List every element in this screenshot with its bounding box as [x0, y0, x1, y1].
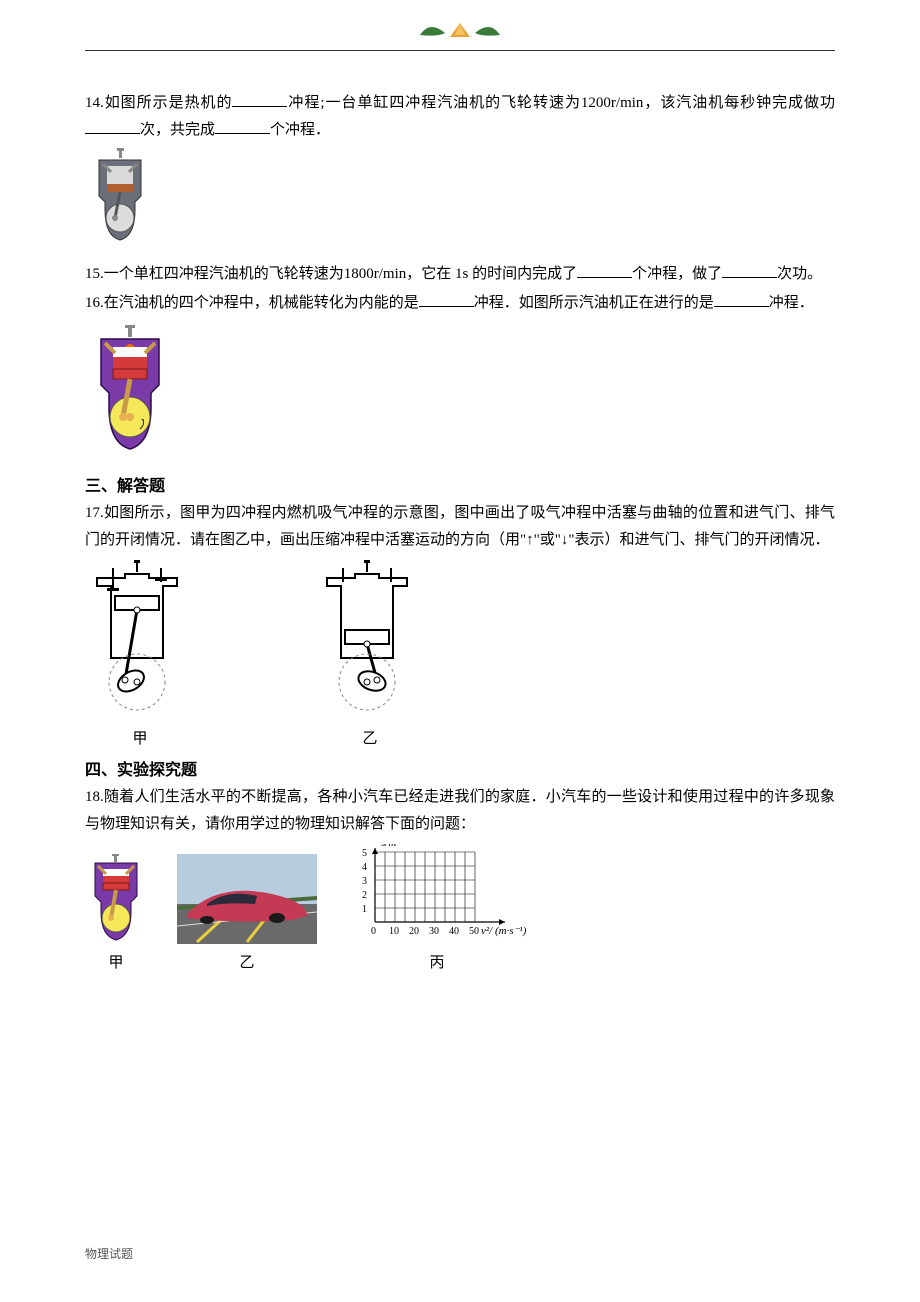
q15-text: 15.一个单杠四冲程汽油机的飞轮转速为1800r/min，它在 1s 的时间内完… — [85, 261, 835, 288]
section-3-title: 三、解答题 — [85, 472, 835, 496]
q18-car-image — [177, 854, 317, 944]
q16-engine-diagram — [85, 325, 835, 460]
q16-blank-1 — [419, 292, 474, 307]
header-logo — [400, 15, 520, 45]
svg-text:2: 2 — [362, 890, 367, 901]
q16-a: 16.在汽油机的四个冲程中，机械能转化为内能的是 — [85, 295, 419, 311]
q14-blank-2 — [85, 119, 140, 134]
svg-text:20: 20 — [409, 926, 419, 937]
q15-b: 个冲程，做了 — [632, 266, 722, 282]
q18-label-yi: 乙 — [177, 951, 317, 972]
q18-label-bing: 丙 — [347, 951, 527, 972]
svg-text:3: 3 — [362, 876, 367, 887]
q15-a: 15.一个单杠四冲程汽油机的飞轮转速为1800r/min，它在 1s 的时间内完… — [85, 266, 577, 282]
q17-label-jia: 甲 — [85, 727, 195, 748]
svg-text:s/m: s/m — [381, 844, 396, 849]
q14-blank-1 — [232, 92, 287, 107]
header-rule — [85, 50, 835, 51]
svg-text:10: 10 — [389, 926, 399, 937]
q18-engine-diagram — [85, 854, 147, 944]
q18-figure-row: 甲 乙 — [85, 844, 835, 972]
q16-c: 冲程． — [769, 295, 814, 311]
section-4-title: 四、实验探究题 — [85, 756, 835, 780]
q16-blank-2 — [714, 292, 769, 307]
q15-c: 次功。 — [777, 266, 822, 282]
q18-chart: 1 2 3 4 5 0 10 20 30 40 50 s/m v²/ (m·s⁻… — [347, 844, 527, 944]
q14-b: 冲程;一台单缸四冲程汽油机的飞轮转速为1200r/min，该汽油机每秒钟完成做功 — [287, 95, 835, 111]
q16-b: 冲程．如图所示汽油机正在进行的是 — [474, 295, 714, 311]
q16-text: 16.在汽油机的四个冲程中，机械能转化为内能的是 冲程．如图所示汽油机正在进行的是… — [85, 290, 835, 317]
svg-text:v²/ (m·s⁻¹)²: v²/ (m·s⁻¹)² — [481, 925, 527, 937]
q14-blank-3 — [215, 119, 270, 134]
q15-blank-1 — [577, 263, 632, 278]
q15-blank-2 — [722, 263, 777, 278]
q17-diagram-row: 甲 乙 — [85, 560, 835, 748]
svg-text:0: 0 — [371, 926, 376, 937]
q14-d: 个冲程． — [270, 122, 330, 138]
svg-text:40: 40 — [449, 926, 459, 937]
q18-text: 18.随着人们生活水平的不断提高，各种小汽车已经走进我们的家庭．小汽车的一些设计… — [85, 784, 835, 838]
q18-label-jia: 甲 — [85, 951, 147, 972]
q14-c: 次，共完成 — [140, 122, 215, 138]
q14-text: 14.如图所示是热机的 冲程;一台单缸四冲程汽油机的飞轮转速为1200r/min，… — [85, 90, 835, 144]
q17-engine-yi — [315, 560, 425, 720]
q17-label-yi: 乙 — [315, 727, 425, 748]
q14-engine-diagram — [85, 148, 835, 253]
svg-text:1: 1 — [362, 904, 367, 915]
q17-engine-jia — [85, 560, 195, 720]
svg-text:50: 50 — [469, 926, 479, 937]
q14-a: 14.如图所示是热机的 — [85, 95, 232, 111]
svg-text:5: 5 — [362, 848, 367, 859]
footer-text: 物理试题 — [85, 1245, 133, 1262]
svg-text:4: 4 — [362, 862, 367, 873]
q17-text: 17.如图所示，图甲为四冲程内燃机吸气冲程的示意图，图中画出了吸气冲程中活塞与曲… — [85, 500, 835, 554]
svg-text:30: 30 — [429, 926, 439, 937]
